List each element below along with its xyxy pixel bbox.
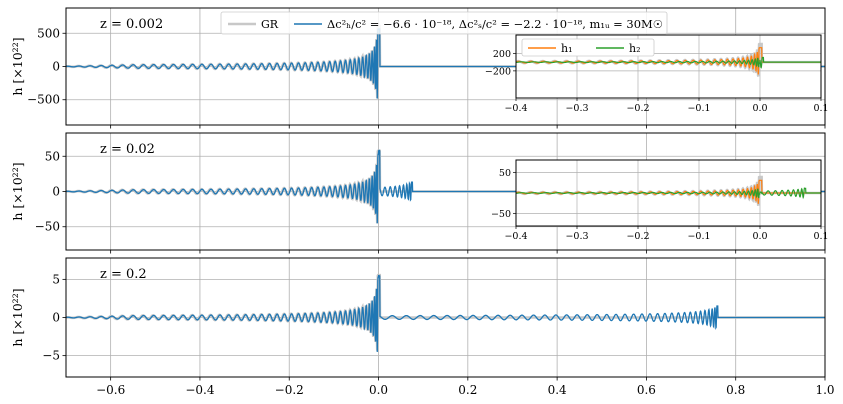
inset-x-tick-label: 0.1 [813,103,828,114]
y-tick-label: −50 [35,220,60,234]
x-tick-label: 0.6 [637,383,656,397]
y-axis-label: h [×10²²] [10,162,25,220]
x-tick-label: −0.4 [185,383,215,397]
inset-h2-line [516,56,821,69]
inset-x-tick-label: −0.2 [626,231,649,242]
x-tick-label: 0.0 [369,383,388,397]
inset-series [516,42,821,77]
inset-x-tick-label: −0.1 [687,103,710,114]
inset-frame [515,159,822,227]
inset-x-tick-label: −0.3 [565,231,588,242]
inset-x-tick-label: −0.3 [565,103,588,114]
y-tick-label: 0 [52,311,60,325]
inset-y-tick-label: −50 [491,209,511,220]
inset-x-tick-label: 0.0 [752,103,767,114]
x-tick-label: 1.0 [815,383,834,397]
inset-x-tick-label: 0.1 [813,231,828,242]
inset-x-tick-label: −0.2 [626,103,649,114]
inset-y-tick-label: 50 [499,168,511,179]
y-axis-label: h [×10²²] [10,37,25,95]
legend-gr-label: GR [261,18,279,31]
redshift-annotation: z = 0.002 [100,17,163,32]
inset-x-tick-label: −0.1 [687,231,710,242]
y-tick-label: 0 [52,60,60,74]
x-tick-label: −0.6 [96,383,125,397]
panel-3: −5 0 5 −0.6 −0.4 −0.2 0.0 0.2 0.4 0.6 0.8 1.0 h [×10… [10,257,835,397]
x-tick-label: 0.2 [458,383,477,397]
y-tick-label: 5 [52,272,60,286]
inset-1: −0.4 −0.3 −0.2 −0.1 0.0 0.1 200 −200 h₁ h₂ [485,34,829,114]
inset-2: −0.4 −0.3 −0.2 −0.1 0.0 0.1 50 −50 [491,159,829,242]
x-tick-label: −0.2 [275,383,304,397]
inset-legend: h₁ h₂ [521,38,655,57]
legend-h2-label: h₂ [629,42,641,55]
inset-y-tick-label: −200 [485,66,511,77]
inset-x-tick-label: 0.0 [752,231,767,242]
inset-h2-line [516,187,821,200]
y-axis-label: h [×10²²] [10,288,25,346]
y-tick-label: 500 [37,26,60,40]
inset-frame [515,34,822,99]
y-tick-label: −500 [27,93,60,107]
panel-2: −50 0 50 h [×10²²] z = 0.02 −0.4 −0.3 −0.2 −0.1 0… [10,132,829,254]
y-tick-label: −5 [42,349,60,363]
inset-y-tick-label: 200 [493,49,511,60]
legend-h1-label: h₁ [561,42,573,55]
redshift-annotation: z = 0.02 [100,142,155,157]
inset-series [516,175,821,207]
redshift-annotation: z = 0.2 [100,267,147,282]
inset-legend-box [521,38,655,57]
series-modified-line [66,274,825,352]
y-tick-label: 0 [52,185,60,199]
inset-x-tick-label: −0.4 [504,103,527,114]
legend-modified-label: Δc²ₕ/c² = −6.6 · 10⁻¹⁸, Δc²ₛ/c² = −2.2 ·… [327,18,663,31]
inset-x-tick-label: −0.4 [504,231,527,242]
x-tick-label: 0.4 [548,383,567,397]
main-legend-box [220,11,668,35]
panel-series [66,273,825,352]
main-legend: GR Δc²ₕ/c² = −6.6 · 10⁻¹⁸, Δc²ₛ/c² = −2.2… [220,11,668,35]
x-tick-label: 0.8 [726,383,745,397]
y-tick-label: 50 [45,149,60,163]
